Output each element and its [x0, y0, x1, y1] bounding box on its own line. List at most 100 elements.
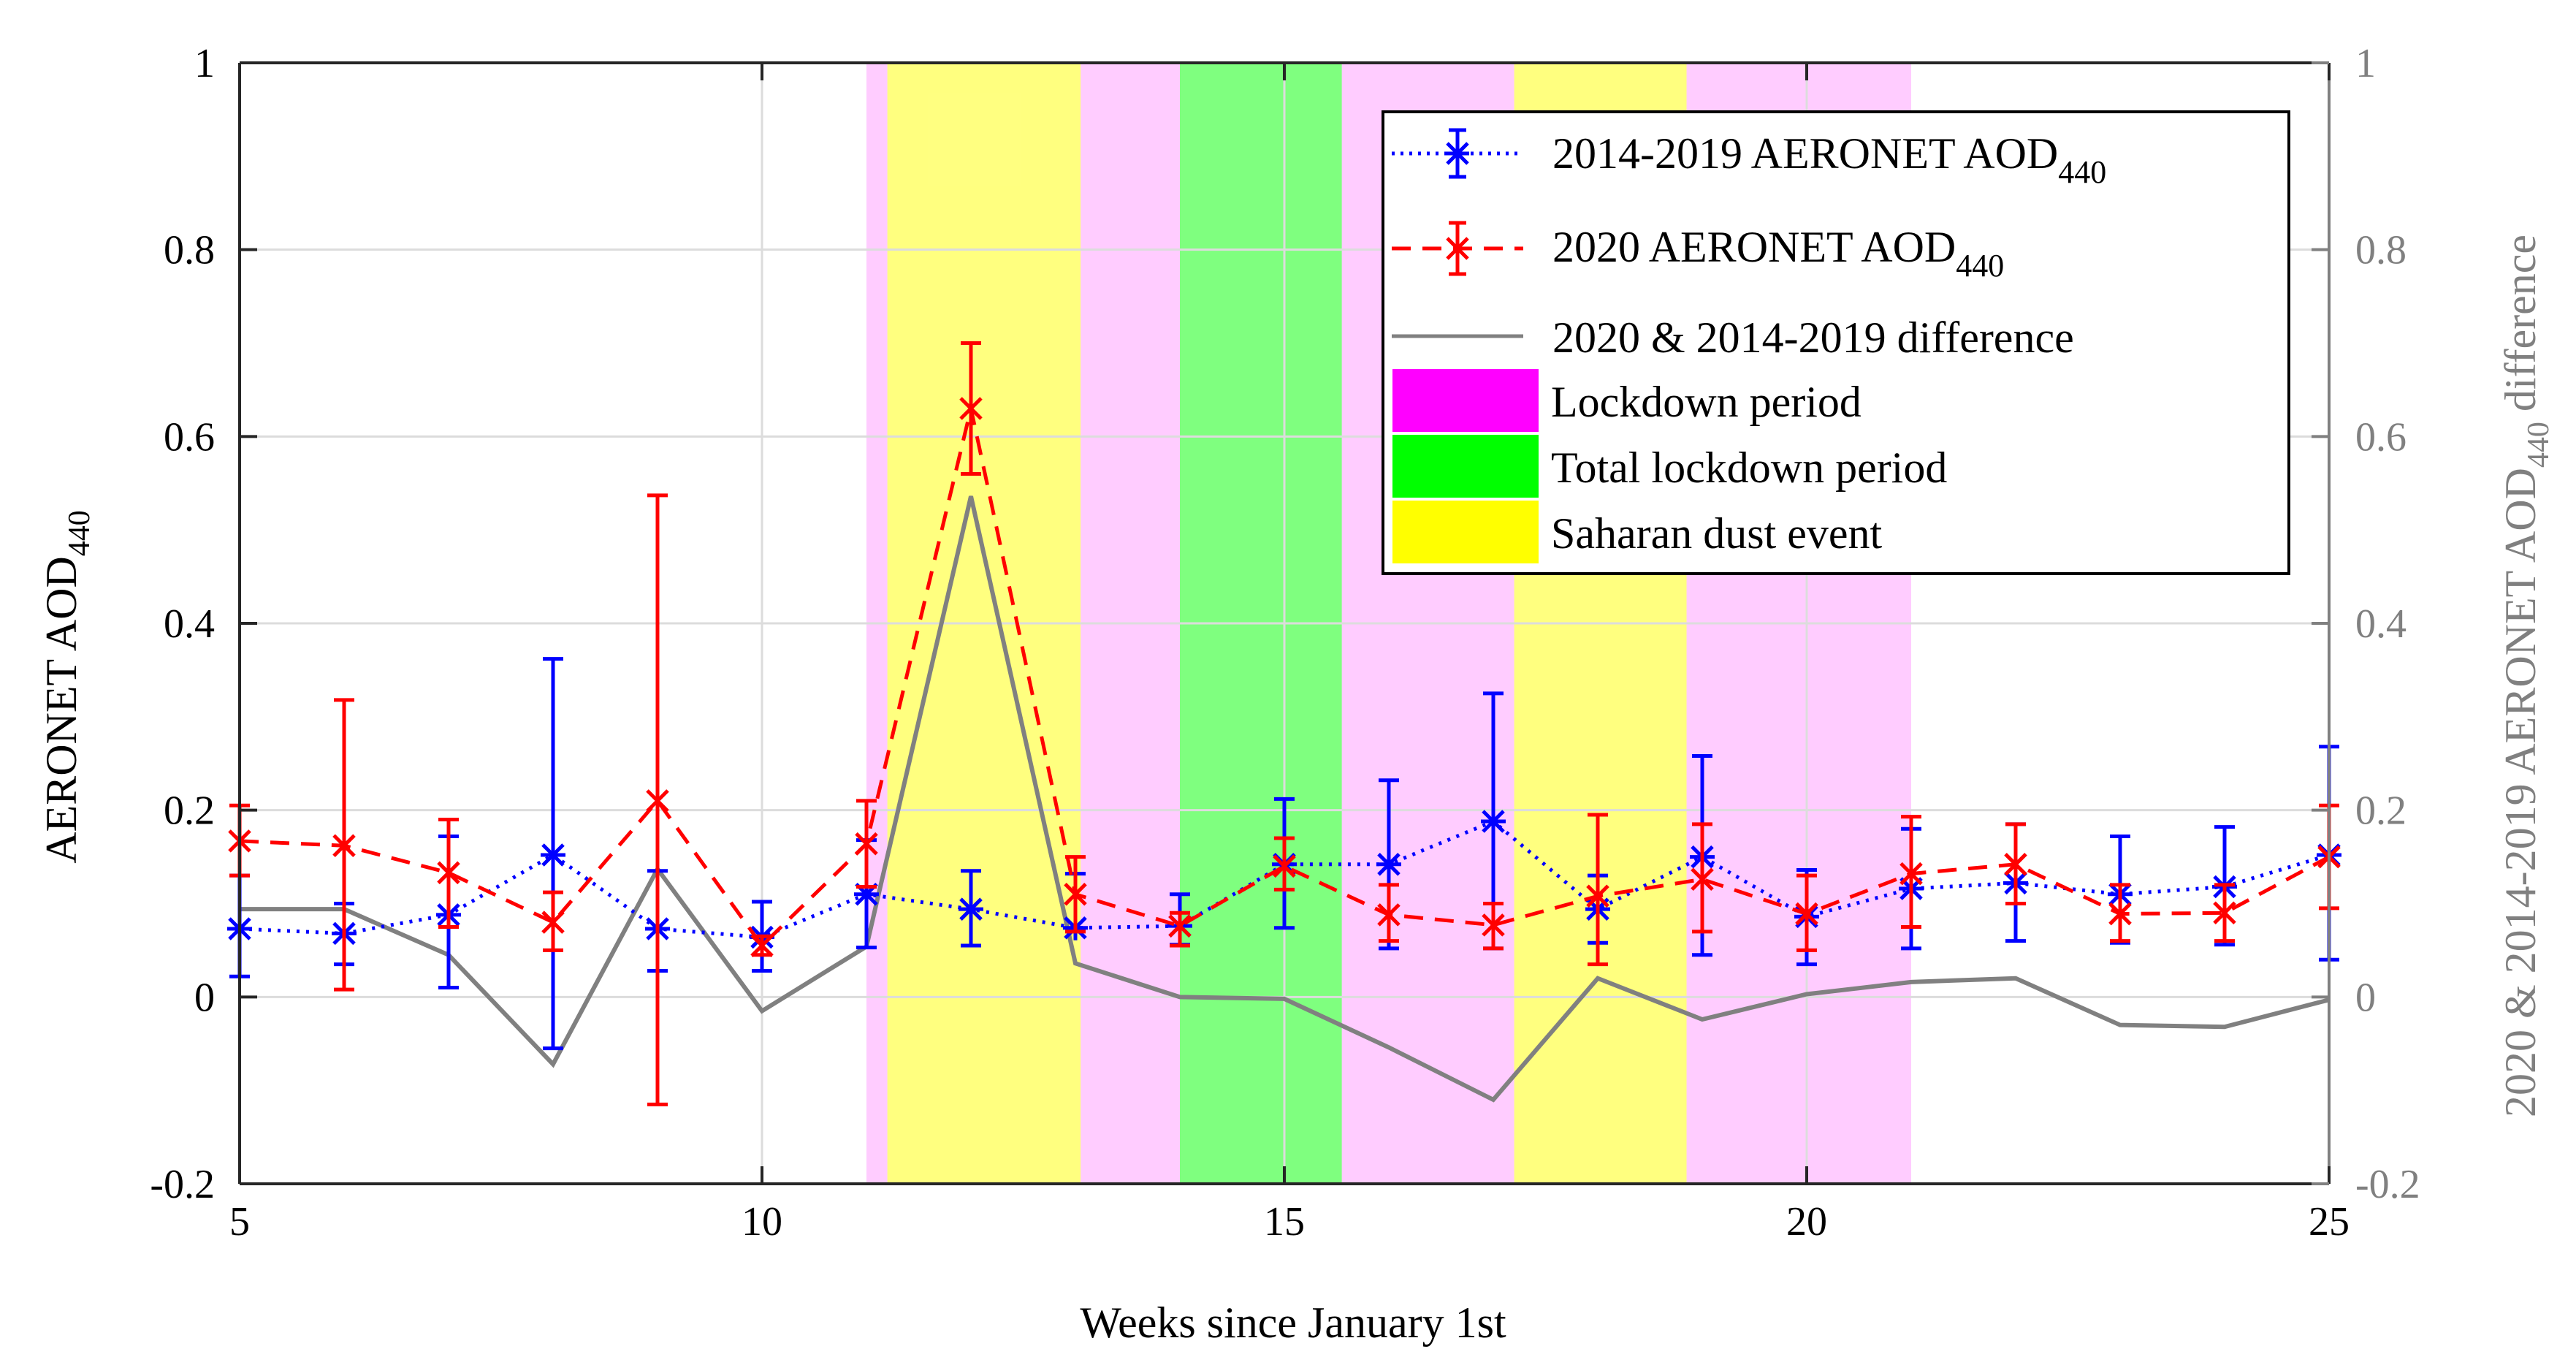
data-point-difference: [1806, 993, 1807, 995]
legend-entry-total-lockdown: Total lockdown period: [1392, 435, 1947, 498]
marker-stroke: [855, 832, 878, 856]
x-tick-label: 25: [2309, 1199, 2350, 1244]
y2-tick-label: 1: [2355, 41, 2376, 86]
legend-swatch-saharan-dust: [1392, 501, 1539, 563]
data-point-2020: [2213, 901, 2236, 925]
data-point-2014-2019: [959, 897, 983, 922]
data-point-difference: [1388, 1046, 1390, 1049]
legend: 2014-2019 AERONET AOD440 2020 AERONET AO…: [1382, 110, 2290, 575]
data-point-difference: [1910, 981, 1912, 983]
x-tick-label: 10: [742, 1199, 782, 1244]
legend-entry-red: 2020 AERONET AOD440: [1392, 221, 2004, 284]
legend-label-blue-main: 2014-2019 AERONET AOD: [1552, 129, 2058, 178]
data-point-2020: [2004, 853, 2027, 876]
legend-label-blue: 2014-2019 AERONET AOD440: [1552, 129, 2106, 190]
data-point-difference: [1284, 997, 1285, 1000]
y-axis-label-main: AERONET AOD: [37, 556, 85, 864]
data-point-2014-2019: [541, 843, 565, 868]
x-axis-label: Weeks since January 1st: [1080, 1299, 1506, 1347]
data-point-2020: [2108, 902, 2132, 926]
y2-tick-label: 0.2: [2355, 788, 2407, 834]
legend-label-red-sub: 440: [1956, 248, 2004, 284]
y-axis-label-sub: 440: [63, 510, 96, 556]
y2-axis-label-suffix: difference: [2496, 235, 2545, 411]
data-point-2020: [1691, 867, 1714, 892]
y-tick-label: 0.8: [164, 228, 215, 273]
data-point-difference: [1075, 962, 1076, 965]
marker-stroke: [1795, 902, 1818, 926]
y-tick-label: 0: [194, 975, 215, 1020]
x-tick-label: 5: [229, 1199, 250, 1244]
legend-marker-red: [1446, 237, 1469, 260]
data-point-2020: [646, 789, 669, 813]
tick-labels: 5 10 15 20 25-0.200.20.40.60.81-0.200.20.40.…: [150, 41, 2420, 1244]
marker-stroke: [1273, 854, 1296, 878]
data-point-2020: [959, 397, 983, 420]
data-point-2020: [1273, 854, 1296, 878]
legend-label-blue-sub: 440: [2058, 154, 2106, 190]
marker-stroke: [646, 789, 669, 813]
data-point-2020: [1377, 903, 1401, 927]
legend-entry-blue: 2014-2019 AERONET AOD440: [1392, 128, 2106, 190]
series-line-2020: [239, 408, 2331, 949]
marker-stroke: [1691, 867, 1714, 892]
legend-entry-saharan-dust: Saharan dust event: [1392, 501, 1883, 563]
data-point-2020: [1064, 882, 1087, 906]
y2-tick-label: 0.6: [2355, 414, 2407, 460]
data-point-2014-2019: [1376, 851, 1401, 877]
marker-stroke: [2004, 853, 2027, 876]
data-point-2014-2019: [1481, 809, 1506, 835]
y-tick-label: 0.6: [164, 414, 215, 460]
data-point-difference: [761, 1010, 763, 1012]
data-point-difference: [552, 1063, 554, 1065]
data-point-2020: [750, 934, 774, 957]
legend-entry-lockdown: Lockdown period: [1392, 369, 1861, 432]
marker-stroke: [1168, 914, 1192, 938]
y2-tick-label: 0.4: [2355, 601, 2407, 647]
data-point-2020: [1586, 884, 1609, 908]
data-point-difference: [1702, 1019, 1703, 1021]
y2-axis-label-main: 2020 & 2014-2019 AERONET AOD: [2496, 468, 2545, 1117]
data-point-difference: [1179, 996, 1181, 998]
series-line-2014-2019: [239, 819, 2330, 940]
data-point-difference: [1597, 977, 1598, 979]
data-point-difference: [1493, 1098, 1494, 1101]
data-point-2020: [332, 834, 356, 858]
data-point-2020: [437, 861, 460, 885]
data-point-difference: [2119, 1024, 2121, 1026]
marker-stroke: [437, 861, 460, 885]
data-point-2020: [1899, 862, 1923, 886]
marker-stroke: [1899, 862, 1923, 886]
marker-stroke: [1377, 903, 1401, 927]
y2-tick-label: 0.8: [2355, 228, 2407, 273]
legend-marker-blue: [1446, 142, 1469, 165]
y2-tick-label: 0: [2355, 975, 2376, 1020]
y-tick-label: -0.2: [150, 1162, 215, 1207]
data-point-2020: [1482, 913, 1505, 937]
data-point-2020: [1795, 902, 1818, 926]
marker-stroke: [1064, 882, 1087, 906]
legend-label-saharan-dust: Saharan dust event: [1551, 509, 1883, 558]
data-point-2020: [1168, 914, 1192, 938]
y-tick-label: 1: [194, 41, 215, 86]
y2-axis-label-sub: 440: [2522, 422, 2556, 468]
legend-label-difference: 2020 & 2014-2019 difference: [1552, 313, 2074, 362]
marker-stroke: [1586, 884, 1609, 908]
marker-stroke: [2213, 901, 2236, 925]
marker-stroke: [959, 397, 983, 420]
marker-stroke: [1482, 913, 1505, 937]
legend-label-total-lockdown: Total lockdown period: [1551, 444, 1947, 492]
legend-label-lockdown: Lockdown period: [1551, 378, 1861, 426]
series-2020: [228, 341, 2341, 1106]
marker-stroke: [332, 834, 356, 858]
data-point-difference: [2224, 1026, 2225, 1028]
legend-label-red: 2020 AERONET AOD440: [1552, 223, 2004, 284]
legend-swatch-lockdown: [1392, 369, 1539, 432]
legend-entry-difference: 2020 & 2014-2019 difference: [1392, 313, 2074, 362]
y2-axis-label: 2020 & 2014-2019 AERONET AOD440 differenc…: [2496, 235, 2556, 1117]
data-point-2020: [855, 832, 878, 856]
y-tick-label: 0.4: [164, 601, 215, 647]
y2-tick-label: -0.2: [2355, 1162, 2420, 1207]
y-tick-label: 0.2: [164, 788, 215, 834]
data-point-difference: [970, 495, 972, 498]
